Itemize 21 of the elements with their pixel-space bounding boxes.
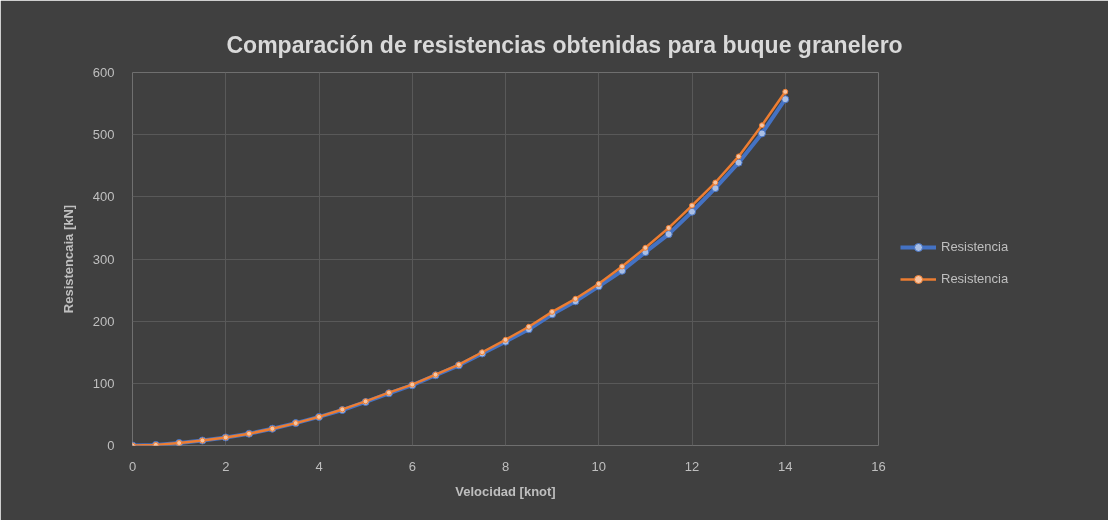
- y-axis-title: Resistencaia [kN]: [60, 204, 76, 314]
- chart-title: Comparación de resistencias obtenidas para buque granelero: [226, 31, 903, 58]
- x-tick-label: 4: [315, 458, 323, 474]
- y-tick-label: 500: [92, 127, 115, 143]
- x-tick-label: 2: [222, 458, 230, 474]
- x-tick-label: 0: [128, 458, 137, 474]
- x-tick-label: 6: [408, 458, 416, 474]
- x-tick-label: 16: [871, 458, 886, 474]
- x-tick-label: 12: [684, 458, 700, 474]
- y-tick-label: 600: [92, 65, 115, 80]
- y-tick-label: 300: [92, 251, 115, 267]
- y-tick-label: 400: [92, 189, 115, 205]
- y-tick-label: 0: [107, 438, 115, 453]
- legend-label: Resistencia: [941, 239, 1010, 254]
- x-tick-label: 10: [591, 458, 606, 474]
- x-tick-label: 8: [501, 458, 510, 474]
- legend-label: Resistencia: [941, 271, 1010, 286]
- x-tick-label: 14: [778, 458, 793, 474]
- y-tick-label: 200: [92, 313, 115, 329]
- y-tick-label: 100: [92, 375, 115, 391]
- x-axis-title: Velocidad [knot]: [455, 483, 556, 499]
